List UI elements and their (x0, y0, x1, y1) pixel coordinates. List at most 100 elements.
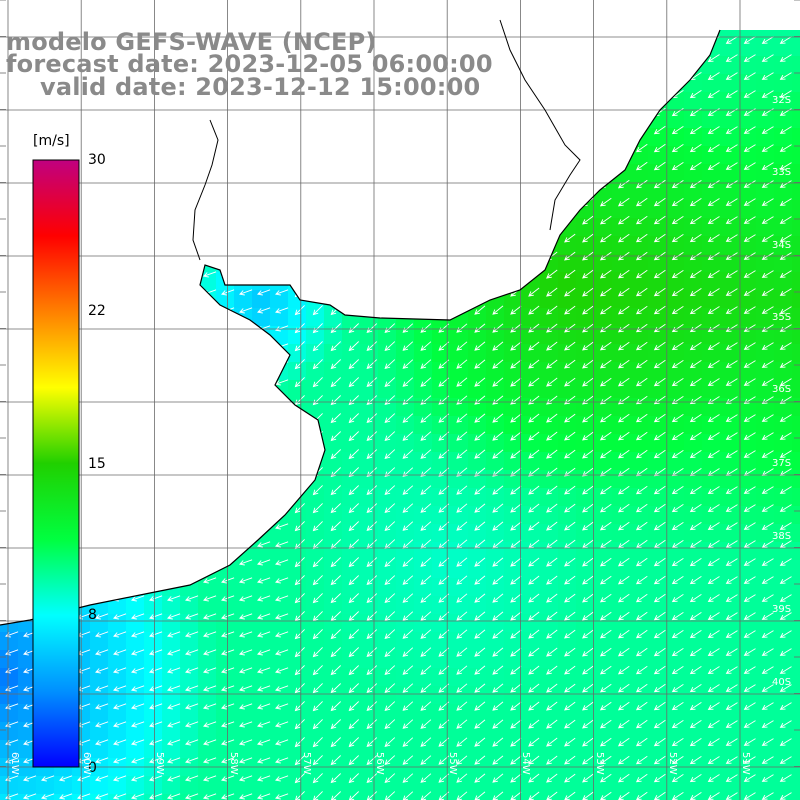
wind-arrow (149, 127, 163, 134)
speed-cell (324, 722, 343, 741)
wind-arrow (510, 611, 522, 621)
wind-arrow (95, 523, 109, 530)
speed-cell (90, 704, 109, 723)
speed-cell (450, 272, 469, 291)
wind-arrow (366, 557, 378, 568)
wind-arrow (312, 179, 323, 190)
speed-cell (0, 578, 19, 597)
speed-cell (558, 30, 577, 39)
wind-arrow (131, 577, 145, 584)
wind-arrow (725, 234, 738, 242)
wind-arrow (492, 773, 504, 783)
speed-cell (756, 614, 775, 633)
speed-cell (720, 740, 739, 759)
speed-cell (270, 398, 289, 417)
speed-cell (594, 182, 613, 201)
speed-cell (792, 632, 800, 651)
speed-cell (288, 452, 307, 471)
wind-arrow (671, 432, 684, 441)
speed-cell (666, 722, 685, 741)
speed-cell (666, 146, 685, 165)
speed-cell (720, 308, 739, 327)
speed-cell (108, 506, 127, 525)
wind-arrow (725, 306, 738, 314)
wind-arrow (203, 271, 217, 278)
speed-cell (378, 506, 397, 525)
speed-cell (108, 218, 127, 237)
wind-arrow (420, 701, 432, 711)
wind-arrow (617, 575, 630, 585)
speed-cell (720, 272, 739, 291)
wind-arrow (599, 485, 612, 495)
speed-cell (702, 686, 721, 705)
speed-cell (324, 452, 343, 471)
wind-arrow (510, 89, 522, 99)
wind-arrow (384, 161, 396, 172)
speed-cell (414, 326, 433, 345)
wind-arrow (312, 215, 323, 226)
wind-arrow (149, 631, 163, 638)
wind-arrow (474, 683, 486, 693)
speed-cell (630, 560, 649, 579)
wind-arrow (402, 557, 414, 567)
speed-cell (270, 740, 289, 759)
wind-arrow (275, 793, 289, 800)
wind-arrow (131, 181, 145, 188)
wind-arrow (564, 71, 576, 81)
wind-arrow (617, 341, 630, 351)
speed-cell (486, 794, 505, 800)
wind-arrow (546, 593, 558, 603)
speed-cell (630, 794, 649, 800)
speed-cell (0, 290, 19, 309)
speed-cell (468, 182, 487, 201)
speed-cell (198, 362, 217, 381)
wind-arrow (528, 485, 540, 495)
wind-arrow (275, 433, 289, 440)
speed-cell (648, 686, 667, 705)
wind-arrow (761, 378, 774, 386)
wind-arrow (707, 342, 720, 350)
speed-cell (180, 524, 199, 543)
speed-cell (144, 236, 163, 255)
speed-cell (558, 326, 577, 345)
speed-cell (126, 776, 145, 795)
speed-cell (450, 560, 469, 579)
wind-arrow (689, 612, 702, 621)
wind-arrow (257, 541, 271, 548)
speed-cell (450, 308, 469, 327)
speed-cell (756, 326, 775, 345)
speed-cell (594, 632, 613, 651)
wind-arrow (95, 739, 109, 746)
speed-cell (414, 164, 433, 183)
speed-cell (612, 56, 631, 75)
speed-cell (522, 236, 541, 255)
wind-arrow (348, 773, 360, 784)
speed-cell (324, 434, 343, 453)
wind-arrow (149, 451, 163, 458)
wind-arrow (366, 179, 378, 190)
speed-cell (396, 110, 415, 129)
speed-cell (288, 182, 307, 201)
speed-cell (126, 254, 145, 273)
speed-cell (792, 362, 800, 381)
speed-cell (252, 668, 271, 687)
speed-cell (252, 128, 271, 147)
wind-arrow (366, 233, 378, 244)
speed-cell (522, 182, 541, 201)
speed-cell (720, 128, 739, 147)
speed-cell (702, 56, 721, 75)
wind-arrow (257, 433, 271, 440)
wind-arrow (528, 737, 540, 747)
speed-cell (774, 362, 793, 381)
speed-cell (594, 542, 613, 561)
speed-cell (414, 110, 433, 129)
wind-arrow (617, 683, 630, 693)
speed-cell (792, 38, 800, 57)
wind-arrow (546, 701, 558, 711)
speed-cell (396, 524, 415, 543)
wind-arrow (456, 665, 468, 675)
wind-arrow (761, 234, 774, 242)
wind-arrow (131, 757, 145, 764)
speed-cell (720, 236, 739, 255)
speed-cell (180, 380, 199, 399)
